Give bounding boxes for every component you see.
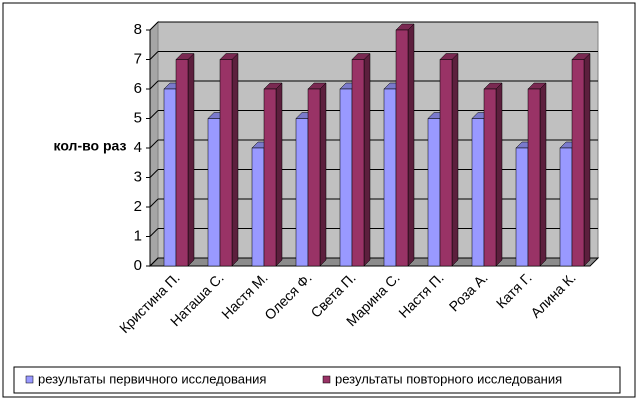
legend-label: результаты повторного исследования xyxy=(335,371,562,386)
grid-line-side xyxy=(149,110,159,119)
y-axis-label: кол-во раз xyxy=(54,138,127,154)
grid-line-side xyxy=(149,51,159,60)
grid-line-side xyxy=(149,80,159,90)
y-tick-label: 1 xyxy=(134,227,142,244)
bar-side xyxy=(363,52,371,267)
bar xyxy=(219,59,233,267)
bar xyxy=(383,88,397,267)
y-tick-label: 0 xyxy=(134,257,142,274)
y-tick-label: 3 xyxy=(134,168,142,185)
y-tick-label: 5 xyxy=(134,109,142,126)
grid-line-side xyxy=(149,139,159,149)
bar xyxy=(439,59,453,267)
bar xyxy=(339,88,353,267)
grid-line-side xyxy=(149,228,159,237)
bar xyxy=(559,147,573,267)
bar xyxy=(395,29,409,267)
legend-swatch xyxy=(25,375,34,384)
bar-side xyxy=(451,52,459,267)
bar xyxy=(571,59,585,267)
bar xyxy=(527,88,541,267)
y-tick-label: 8 xyxy=(134,21,142,38)
grid-line-side xyxy=(149,169,159,178)
y-tick-label: 2 xyxy=(134,198,142,215)
bar xyxy=(427,118,441,267)
legend-label: результаты первичного исследования xyxy=(38,371,266,386)
legend-box xyxy=(13,366,621,394)
bar xyxy=(483,88,497,267)
bar-side xyxy=(275,82,283,267)
grid-line-side xyxy=(149,257,159,267)
bar xyxy=(471,118,485,267)
bar xyxy=(251,147,265,267)
y-tick-label: 7 xyxy=(134,50,142,67)
bar-side xyxy=(539,82,547,267)
bar-side xyxy=(407,23,415,267)
bar xyxy=(351,59,365,267)
bar-side xyxy=(495,82,503,267)
bar-side xyxy=(187,52,195,267)
bar-side xyxy=(231,52,239,267)
grid-line-side xyxy=(149,198,159,208)
bar xyxy=(295,118,309,267)
bar xyxy=(515,147,529,267)
bar xyxy=(263,88,277,267)
bar xyxy=(175,59,189,267)
y-tick-label: 4 xyxy=(134,139,142,156)
legend-swatch xyxy=(322,375,331,384)
bar-side xyxy=(319,82,327,267)
bar xyxy=(207,118,221,267)
grid-line-side xyxy=(149,21,159,31)
bar-side xyxy=(583,52,591,267)
bar xyxy=(163,88,177,267)
bar xyxy=(307,88,321,267)
y-tick-label: 6 xyxy=(134,80,142,97)
